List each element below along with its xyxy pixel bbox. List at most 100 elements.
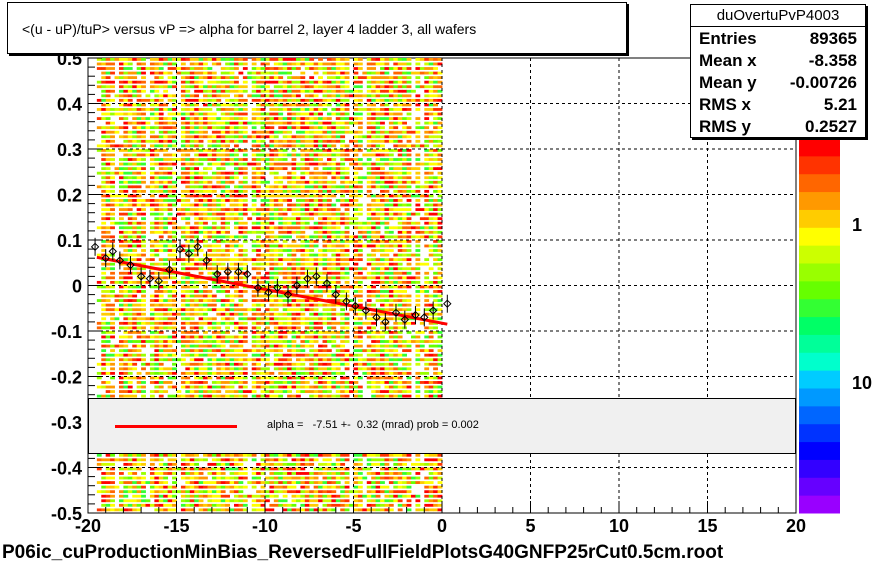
heat-cell <box>207 376 213 380</box>
heat-cell <box>180 508 186 512</box>
heat-cell <box>180 335 186 339</box>
heat-cell <box>238 244 244 248</box>
heat-cell <box>269 71 275 75</box>
heat-cell <box>220 344 226 348</box>
heat-cell <box>154 358 160 362</box>
heat-cell <box>154 485 160 489</box>
heat-cell <box>185 481 191 484</box>
heat-cell <box>273 89 279 93</box>
heat-cell <box>185 130 191 134</box>
heat-cell <box>110 71 115 75</box>
heat-cell <box>180 85 186 89</box>
heat-cell <box>198 176 204 180</box>
heat-cell <box>225 362 230 366</box>
heat-cell <box>118 76 124 80</box>
heat-cell <box>141 117 146 120</box>
heat-cell <box>340 149 346 152</box>
heat-cell <box>110 390 115 393</box>
heat-cell <box>238 262 244 266</box>
heat-cell <box>225 89 230 93</box>
heat-cell <box>331 176 337 180</box>
heat-cell <box>211 467 217 471</box>
heat-cell <box>335 108 341 111</box>
heat-cell <box>287 394 292 398</box>
heat-cell <box>216 458 222 462</box>
heat-cell <box>260 294 266 298</box>
heat-cell <box>118 262 124 266</box>
heat-cell <box>198 144 204 148</box>
heat-cell <box>295 180 301 184</box>
heat-cell <box>105 199 111 202</box>
heat-cell <box>216 472 222 475</box>
heat-cell <box>256 467 261 471</box>
heat-cell <box>198 76 204 80</box>
heat-cell <box>340 230 346 234</box>
heat-cell <box>322 472 328 475</box>
heat-cell <box>256 162 261 166</box>
heat-cell <box>141 249 146 252</box>
heat-cell <box>211 85 217 89</box>
heat-cell <box>256 462 261 466</box>
heat-cell <box>313 103 319 107</box>
heat-cell <box>309 117 315 120</box>
heat-cell <box>331 203 337 207</box>
heat-cell <box>163 149 169 152</box>
heat-cell <box>158 199 164 202</box>
heat-cell <box>242 331 248 334</box>
heat-cell <box>216 503 222 507</box>
heat-cell <box>185 180 191 184</box>
heat-cell <box>189 312 195 316</box>
heat-cell <box>136 135 142 139</box>
heat-cell <box>287 171 292 175</box>
heat-cell <box>278 153 284 157</box>
heat-cell <box>158 467 164 471</box>
heat-cell <box>340 126 346 130</box>
heat-cell <box>154 80 160 84</box>
heat-cell <box>318 258 323 262</box>
heat-cell <box>287 194 292 198</box>
heat-cell <box>269 390 275 393</box>
heat-cell <box>309 212 315 216</box>
heat-cell <box>344 317 350 321</box>
heat-cell <box>207 89 213 93</box>
heat-cell <box>322 508 328 512</box>
heat-cell <box>141 71 146 75</box>
heat-cell <box>269 171 275 175</box>
heat-cell <box>141 458 146 462</box>
heat-cell <box>322 344 328 348</box>
heat-cell <box>172 503 177 507</box>
heat-cell <box>211 340 217 343</box>
heat-cell <box>149 321 155 325</box>
heat-cell <box>158 158 164 161</box>
heat-cell <box>105 290 111 293</box>
heat-cell <box>105 481 111 484</box>
heat-cell <box>318 80 323 84</box>
heat-cell <box>287 340 292 343</box>
heat-cell <box>167 189 173 193</box>
heat-cell <box>123 144 129 148</box>
heat-cell <box>256 240 261 243</box>
heat-cell <box>353 303 359 307</box>
heat-cell <box>158 108 164 111</box>
heat-cell <box>154 149 160 152</box>
heat-cell <box>300 499 306 503</box>
heat-cell <box>309 130 315 134</box>
heat-cell <box>172 394 177 398</box>
heat-cell <box>180 108 186 111</box>
heat-cell <box>291 244 297 248</box>
heat-cell <box>194 367 200 371</box>
heat-cell <box>322 276 328 280</box>
heat-cell <box>149 490 155 494</box>
heat-cell <box>220 71 226 75</box>
heat-cell <box>180 162 186 166</box>
heat-cell <box>207 503 213 507</box>
heat-cell <box>260 153 266 157</box>
heat-cell <box>265 217 270 221</box>
heat-cell <box>118 240 124 243</box>
heat-cell <box>326 458 332 462</box>
heat-cell <box>114 58 120 61</box>
heat-cell <box>265 335 270 339</box>
heat-cell <box>349 149 354 152</box>
heat-cell <box>194 371 200 375</box>
heat-cell <box>136 371 142 375</box>
